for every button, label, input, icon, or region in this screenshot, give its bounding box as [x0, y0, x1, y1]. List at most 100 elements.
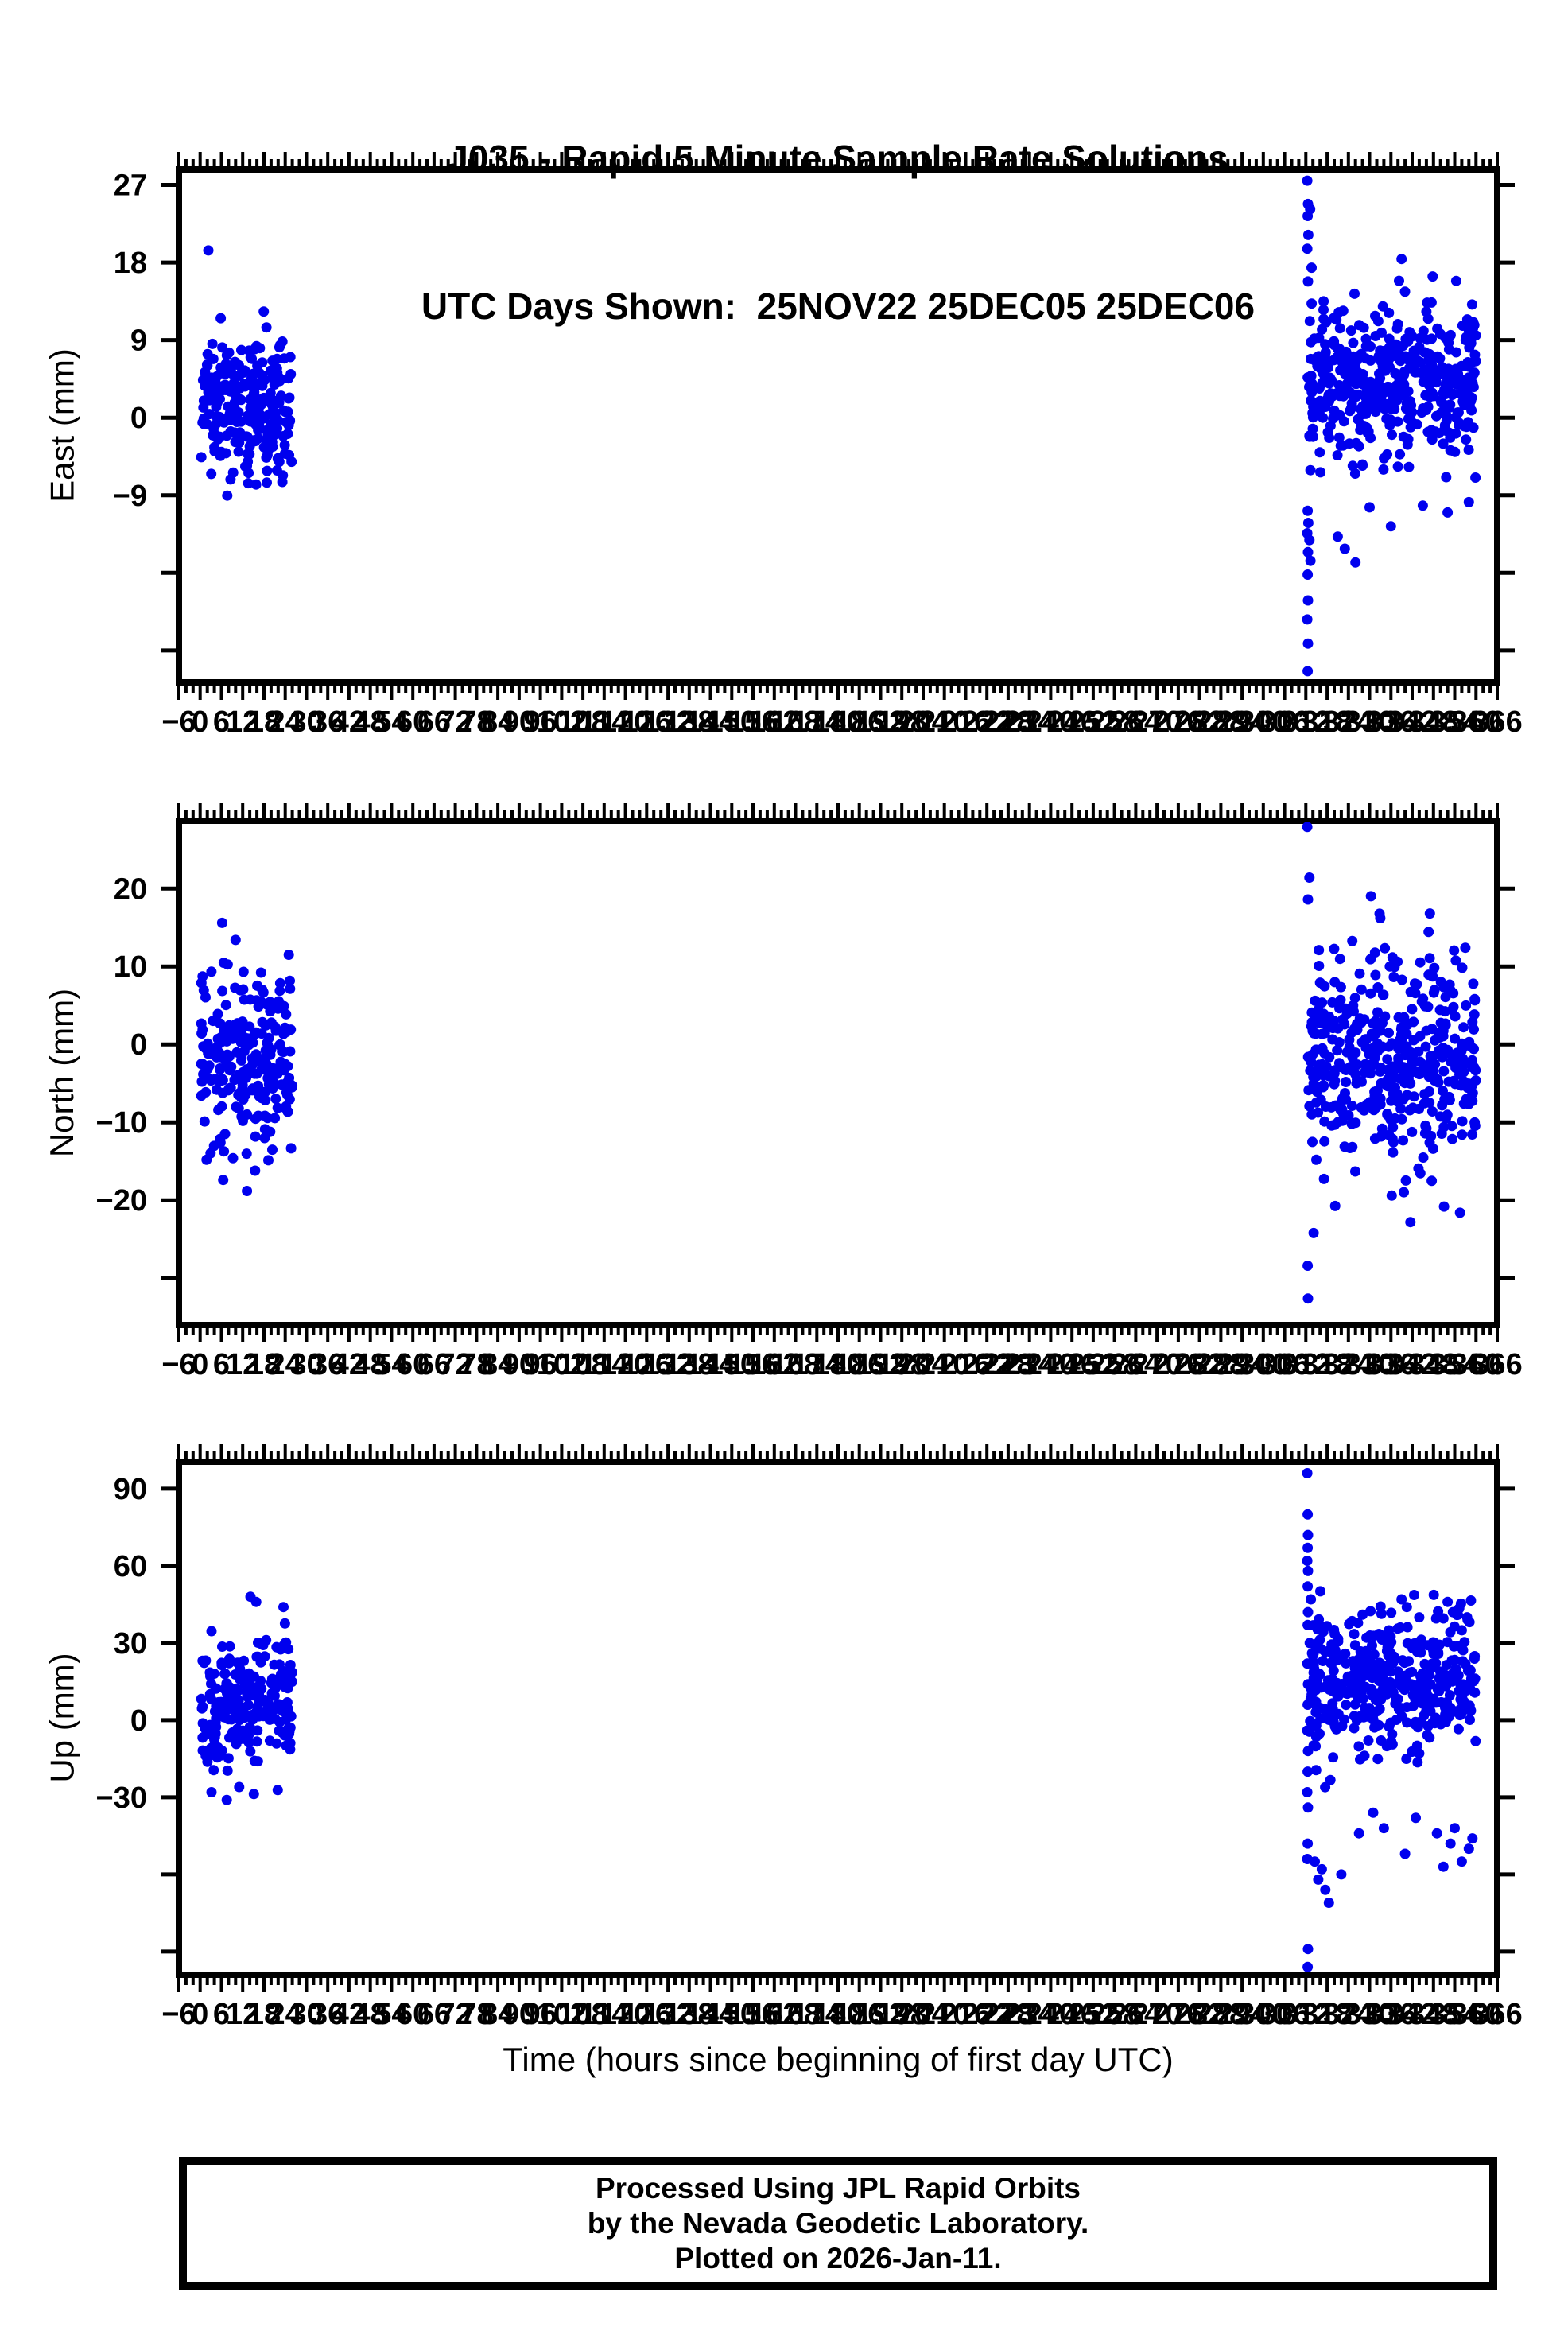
y-axis-title-east: East (mm): [43, 348, 81, 503]
svg-text:318: 318: [1302, 1998, 1352, 2031]
svg-text:18: 18: [247, 705, 281, 739]
svg-text:102: 102: [537, 1998, 587, 2031]
svg-text:114: 114: [580, 1998, 628, 2031]
footer-box: Processed Using JPL Rapid Orbits by the …: [179, 2157, 1497, 2290]
svg-text:330: 330: [1345, 1348, 1395, 1381]
svg-text:354: 354: [1430, 705, 1480, 739]
svg-text:24: 24: [269, 705, 302, 739]
svg-text:270: 270: [1131, 1348, 1182, 1381]
svg-text:258: 258: [1089, 705, 1139, 739]
svg-text:318: 318: [1302, 705, 1352, 739]
svg-text:156: 156: [728, 1998, 778, 2031]
svg-text:174: 174: [792, 1998, 842, 2031]
svg-text:354: 354: [1430, 1998, 1480, 2031]
panel-frame-east: [176, 166, 1500, 686]
svg-text:180: 180: [813, 1348, 863, 1381]
svg-text:20: 20: [114, 872, 147, 906]
svg-text:342: 342: [1387, 705, 1437, 739]
svg-text:168: 168: [770, 1998, 821, 2031]
x-tick-labels-north: −60 6121824303642485460667278849096102108…: [161, 1348, 1522, 1381]
svg-text:258: 258: [1089, 1348, 1139, 1381]
svg-text:222: 222: [961, 1348, 1011, 1381]
svg-text:222: 222: [961, 1998, 1011, 2031]
svg-text:96: 96: [523, 705, 557, 739]
svg-text:186: 186: [834, 705, 884, 739]
svg-text:60: 60: [114, 1550, 147, 1583]
svg-text:270: 270: [1131, 705, 1182, 739]
svg-text:72: 72: [438, 1998, 472, 2031]
svg-text:264: 264: [1111, 1348, 1161, 1381]
svg-text:0: 0: [130, 402, 147, 435]
svg-text:216: 216: [941, 1998, 991, 2031]
svg-text:90: 90: [503, 705, 536, 739]
svg-text:132: 132: [642, 1348, 693, 1381]
svg-text:198: 198: [876, 1348, 926, 1381]
svg-text:162: 162: [749, 1348, 799, 1381]
svg-text:342: 342: [1387, 1348, 1437, 1381]
svg-text:6: 6: [213, 1348, 230, 1381]
svg-text:18: 18: [247, 1998, 281, 2031]
svg-text:186: 186: [834, 1348, 884, 1381]
svg-text:366: 366: [1472, 1348, 1522, 1381]
svg-text:192: 192: [856, 1348, 906, 1381]
svg-text:180: 180: [813, 1998, 863, 2031]
svg-text:210: 210: [919, 1998, 969, 2031]
svg-text:150: 150: [707, 1998, 757, 2031]
x-ticks-up: [177, 1444, 1499, 1992]
svg-text:120: 120: [600, 1998, 650, 2031]
svg-text:180: 180: [813, 705, 863, 739]
svg-text:174: 174: [792, 705, 842, 739]
svg-text:270: 270: [1131, 1998, 1182, 2031]
svg-text:60: 60: [396, 1998, 429, 2031]
svg-text:198: 198: [876, 705, 926, 739]
svg-text:366: 366: [1472, 705, 1522, 739]
svg-text:294: 294: [1217, 1348, 1267, 1381]
svg-text:24: 24: [269, 1348, 302, 1381]
svg-text:78: 78: [460, 1998, 493, 2031]
x-axis-title: Time (hours since beginning of first day…: [503, 2041, 1174, 2078]
panel-frame-north: [176, 818, 1500, 1328]
x-tick-labels-up: −60 6121824303642485460667278849096102108…: [161, 1998, 1522, 2031]
svg-text:246: 246: [1046, 1998, 1096, 2031]
y-axis-title-north: North (mm): [43, 988, 80, 1158]
svg-text:300: 300: [1238, 1348, 1288, 1381]
svg-text:282: 282: [1174, 705, 1225, 739]
svg-text:348: 348: [1408, 1998, 1458, 2031]
svg-text:72: 72: [438, 705, 472, 739]
svg-text:312: 312: [1281, 705, 1331, 739]
svg-text:27: 27: [114, 169, 147, 203]
svg-text:66: 66: [417, 705, 451, 739]
svg-text:6: 6: [213, 1998, 230, 2031]
svg-text:72: 72: [438, 1348, 472, 1381]
svg-text:234: 234: [1004, 705, 1054, 739]
svg-text:114: 114: [580, 705, 628, 739]
svg-text:204: 204: [898, 1998, 948, 2031]
svg-text:252: 252: [1068, 705, 1118, 739]
svg-text:0: 0: [130, 1028, 147, 1062]
svg-text:54: 54: [375, 705, 408, 739]
svg-text:66: 66: [417, 1348, 451, 1381]
scatter-points-north: [196, 822, 1481, 1304]
svg-text:24: 24: [269, 1998, 302, 2031]
svg-text:360: 360: [1451, 705, 1501, 739]
svg-text:348: 348: [1408, 705, 1458, 739]
svg-text:102: 102: [537, 705, 587, 739]
svg-text:258: 258: [1089, 1998, 1139, 2031]
svg-text:324: 324: [1323, 705, 1373, 739]
svg-text:36: 36: [311, 1348, 344, 1381]
svg-text:138: 138: [664, 1348, 714, 1381]
svg-text:−20: −20: [96, 1184, 147, 1218]
svg-text:282: 282: [1174, 1998, 1225, 2031]
svg-text:−6: −6: [161, 1348, 196, 1381]
svg-text:48: 48: [354, 705, 387, 739]
y-ticks-north: [161, 886, 1515, 1280]
svg-text:246: 246: [1046, 705, 1096, 739]
x-ticks-east: [177, 152, 1499, 700]
svg-text:246: 246: [1046, 1348, 1096, 1381]
svg-text:144: 144: [685, 1998, 735, 2031]
svg-text:156: 156: [728, 705, 778, 739]
y-tick-labels-up: 90 60 30 0 −30: [96, 1473, 147, 1815]
